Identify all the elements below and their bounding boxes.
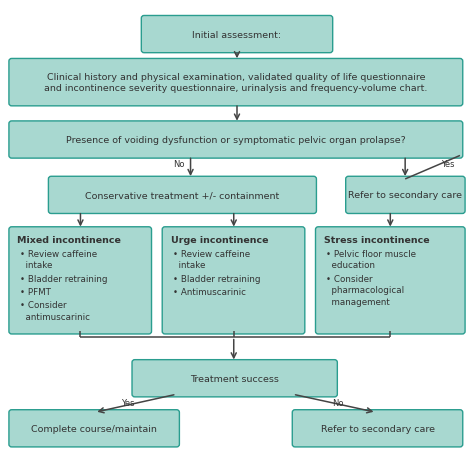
Text: pharmacological: pharmacological — [326, 285, 404, 295]
FancyBboxPatch shape — [292, 410, 463, 447]
Text: Yes: Yes — [121, 398, 135, 407]
Text: • Consider: • Consider — [326, 274, 373, 283]
Text: Presence of voiding dysfunction or symptomatic pelvic organ prolapse?: Presence of voiding dysfunction or sympt… — [66, 136, 406, 145]
Text: Refer to secondary care: Refer to secondary care — [320, 424, 435, 433]
Text: Mixed incontinence: Mixed incontinence — [17, 235, 121, 244]
Text: Refer to secondary care: Refer to secondary care — [348, 191, 463, 200]
Text: Treatment success: Treatment success — [190, 374, 279, 383]
Text: management: management — [326, 297, 390, 306]
FancyBboxPatch shape — [9, 60, 463, 106]
Text: Yes: Yes — [441, 160, 455, 169]
Text: • Bladder retraining: • Bladder retraining — [19, 274, 107, 283]
Text: • Bladder retraining: • Bladder retraining — [173, 274, 260, 283]
Text: intake: intake — [19, 261, 52, 270]
FancyBboxPatch shape — [316, 227, 465, 334]
FancyBboxPatch shape — [162, 227, 305, 334]
Text: education: education — [326, 261, 375, 270]
FancyBboxPatch shape — [346, 177, 465, 214]
FancyBboxPatch shape — [9, 410, 179, 447]
Text: Complete course/maintain: Complete course/maintain — [31, 424, 157, 433]
Text: intake: intake — [173, 261, 205, 270]
Text: • Review caffeine: • Review caffeine — [173, 249, 250, 258]
Text: No: No — [333, 398, 344, 407]
Text: Stress incontinence: Stress incontinence — [324, 235, 429, 244]
FancyBboxPatch shape — [48, 177, 317, 214]
Text: Conservative treatment +/- containment: Conservative treatment +/- containment — [85, 191, 280, 200]
FancyBboxPatch shape — [132, 360, 337, 397]
Text: • Consider: • Consider — [19, 301, 66, 310]
Text: • PFMT: • PFMT — [19, 287, 51, 296]
FancyBboxPatch shape — [141, 16, 333, 54]
Text: Urge incontinence: Urge incontinence — [171, 235, 268, 244]
Text: • Antimuscarinic: • Antimuscarinic — [173, 287, 246, 296]
Text: Clinical history and physical examination, validated quality of life questionnai: Clinical history and physical examinatio… — [44, 73, 428, 93]
Text: No: No — [173, 160, 185, 169]
Text: • Review caffeine: • Review caffeine — [19, 249, 97, 258]
Text: antimuscarinic: antimuscarinic — [19, 312, 90, 321]
FancyBboxPatch shape — [9, 122, 463, 159]
Text: • Pelvic floor muscle: • Pelvic floor muscle — [326, 249, 416, 258]
FancyBboxPatch shape — [9, 227, 152, 334]
Text: Initial assessment:: Initial assessment: — [192, 31, 282, 40]
